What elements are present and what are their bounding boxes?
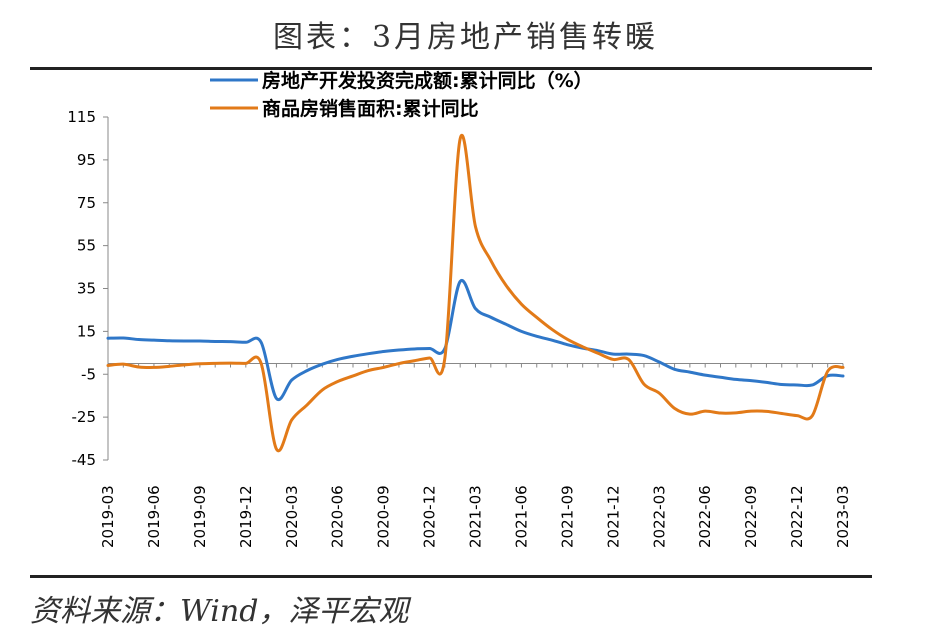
- x-tick-label: 2021-09: [558, 485, 576, 548]
- y-tick-label: -5: [81, 365, 96, 383]
- x-tick-label: 2020-12: [421, 485, 439, 548]
- x-tick-label: 2021-06: [512, 485, 530, 548]
- x-tick-label: 2022-03: [650, 485, 668, 548]
- series-lines: [106, 133, 845, 453]
- x-tick-label: 2019-03: [99, 485, 117, 548]
- y-tick-label: 115: [67, 108, 96, 126]
- y-tick-label: 75: [77, 194, 96, 212]
- y-tick-label: 95: [77, 151, 96, 169]
- y-tick-label: -25: [72, 408, 97, 426]
- legend-label-2: 商品房销售面积:累计同比: [262, 97, 479, 120]
- legend-label-1: 房地产开发投资完成额:累计同比（%）: [262, 69, 593, 92]
- y-tick-label: 35: [77, 280, 96, 298]
- x-tick-label: 2022-06: [696, 485, 714, 548]
- bottom-rule: [30, 575, 872, 578]
- x-tick-label: 2020-06: [329, 485, 347, 548]
- y-tick-label: 55: [77, 237, 96, 255]
- source-note: 资料来源：Wind，泽平宏观: [30, 594, 409, 629]
- x-tick-label: 2020-09: [375, 485, 393, 548]
- x-tick-label: 2022-12: [788, 485, 806, 548]
- x-tick-label: 2023-03: [834, 485, 852, 548]
- x-tick-label: 2021-12: [604, 485, 622, 548]
- y-tick-label: -45: [72, 451, 97, 469]
- x-tick-label: 2022-09: [742, 485, 760, 548]
- legend: 房地产开发投资完成额:累计同比（%） 商品房销售面积:累计同比: [210, 69, 593, 120]
- y-tick-label: 15: [77, 322, 96, 340]
- x-tick-label: 2020-03: [283, 485, 301, 548]
- x-tick-label: 2019-12: [237, 485, 255, 548]
- chart-title: 图表：3月房地产销售转暖: [272, 20, 659, 55]
- series-line-1: [106, 278, 845, 402]
- top-rule: [30, 67, 872, 70]
- series-line-2: [106, 133, 845, 453]
- x-tick-label: 2019-06: [145, 485, 163, 548]
- x-tick-label: 2021-03: [467, 485, 485, 548]
- x-tick-label: 2019-09: [191, 485, 209, 548]
